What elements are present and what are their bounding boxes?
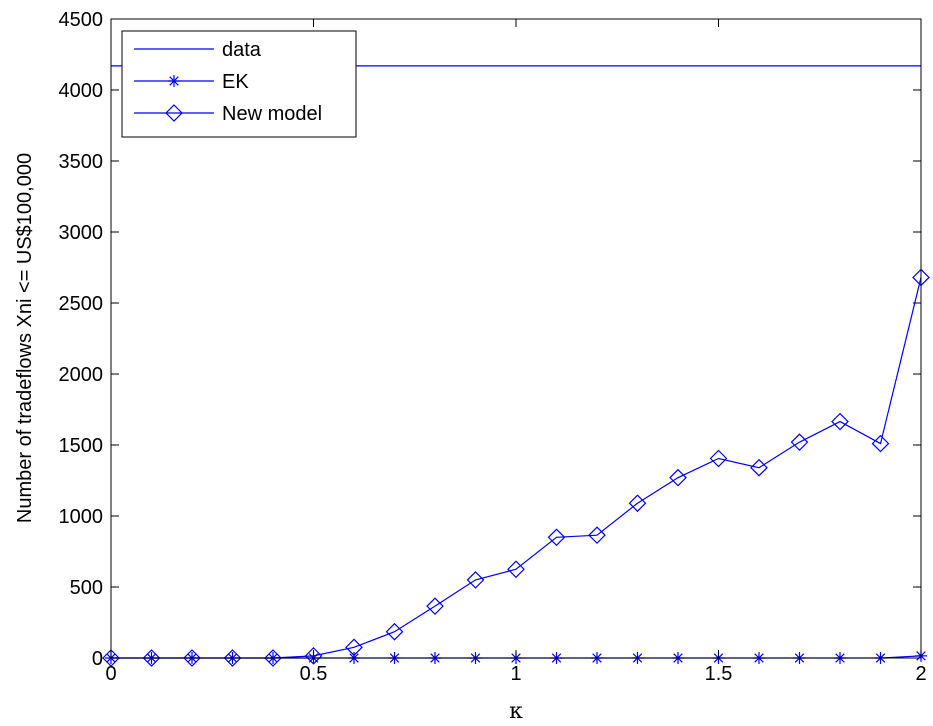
y-tick-label: 1000 bbox=[59, 506, 104, 528]
data-point-new-model bbox=[466, 571, 485, 589]
data-point-new-model bbox=[750, 458, 768, 477]
data-point-new-model bbox=[588, 526, 606, 545]
y-tick-label: 500 bbox=[70, 577, 103, 599]
data-point-new-model bbox=[871, 434, 890, 453]
data-point-new-model bbox=[345, 638, 363, 657]
y-tick-label: 4000 bbox=[59, 80, 104, 102]
y-axis-label: Number of tradeflows Xni <= US$100,000 bbox=[14, 153, 36, 523]
legend-item-data: data bbox=[134, 39, 262, 61]
y-tick-label: 3500 bbox=[59, 151, 104, 173]
legend-marker bbox=[168, 75, 180, 87]
x-tick-label: 0 bbox=[105, 663, 116, 685]
legend-item-new-model: New model bbox=[134, 103, 322, 125]
data-point-new-model bbox=[223, 649, 242, 667]
legend-label: EK bbox=[222, 71, 249, 93]
data-point-new-model bbox=[264, 649, 282, 667]
y-tick-label: 1500 bbox=[59, 435, 104, 457]
y-tick-label: 3000 bbox=[59, 222, 104, 244]
y-tick-label: 2000 bbox=[59, 364, 104, 386]
data-point-new-model bbox=[426, 597, 444, 616]
data-point-new-model bbox=[709, 449, 728, 468]
legend: data EK New model bbox=[121, 30, 357, 138]
data-point-new-model bbox=[507, 560, 525, 579]
data-point-new-model bbox=[628, 494, 647, 513]
ticks-layer: 0 0.5 1 1.5 2 0 500 1000 1500 2000 2500 3000 3500 400… bbox=[59, 9, 927, 685]
data-point-new-model bbox=[304, 647, 323, 665]
legend-item-ek: EK bbox=[134, 71, 249, 93]
data-point-new-model bbox=[790, 433, 809, 452]
data-point-new-model bbox=[831, 412, 849, 431]
legend-label: New model bbox=[222, 103, 322, 125]
x-tick-label: 2 bbox=[915, 663, 926, 685]
data-point-new-model bbox=[183, 649, 201, 667]
data-point-new-model bbox=[142, 649, 161, 667]
x-tick-label: 1.5 bbox=[705, 663, 733, 685]
y-tick-label: 2500 bbox=[59, 293, 104, 315]
data-point-new-model bbox=[385, 622, 404, 641]
x-axis-label: κ bbox=[509, 699, 523, 724]
legend-label: data bbox=[222, 39, 262, 61]
y-tick-label: 0 bbox=[92, 648, 103, 670]
data-point-new-model bbox=[669, 468, 687, 487]
y-tick-label: 4500 bbox=[59, 9, 104, 31]
data-point-new-model bbox=[102, 649, 120, 667]
data-point-new-model bbox=[547, 528, 566, 547]
legend-marker bbox=[165, 104, 183, 122]
x-tick-label: 0.5 bbox=[300, 663, 328, 685]
x-tick-label: 1 bbox=[510, 663, 521, 685]
